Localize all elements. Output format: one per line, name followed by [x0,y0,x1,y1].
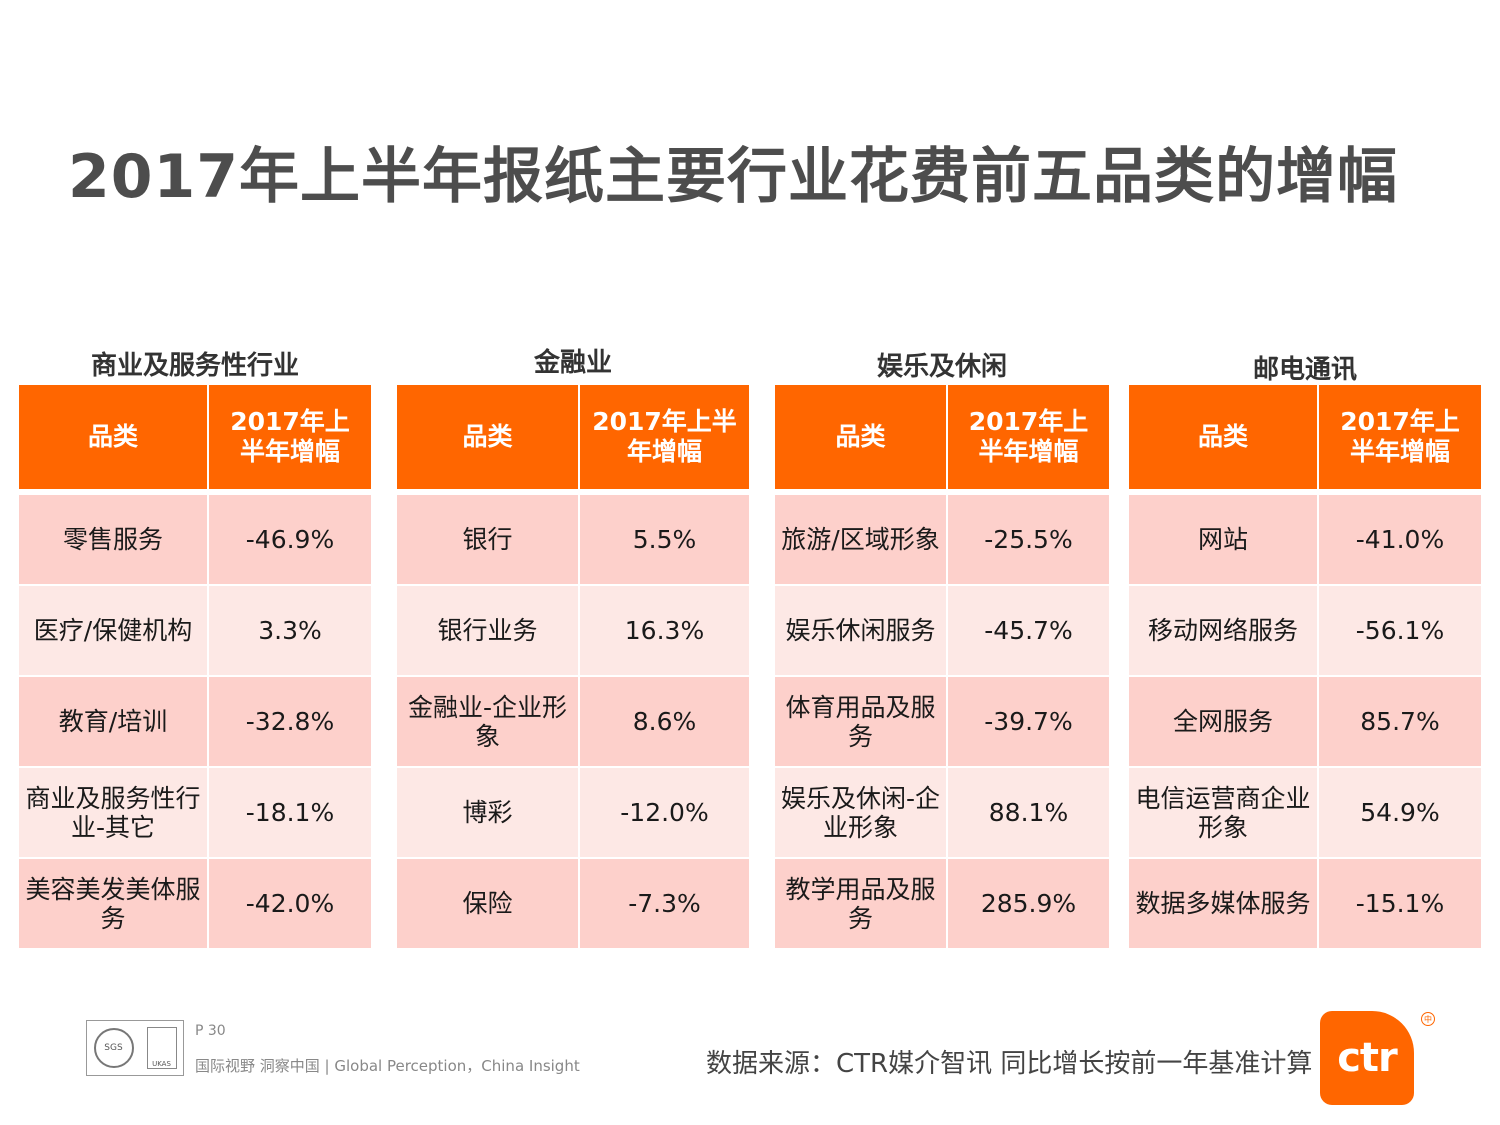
table-entertainment: 品类 2017年上 半年增幅 旅游/区域形象 -25.5% 娱乐休闲服务 -45.… [775,385,1109,950]
table-row: 美容美发美体服务 -42.0% [19,859,371,950]
table-finance: 品类 2017年上半 年增幅 银行 5.5% 银行业务 16.3% 金融业-企业形… [397,385,749,950]
growth-cell: 54.9% [1319,768,1481,859]
growth-cell: -15.1% [1319,859,1481,950]
section-heading-entertainment: 娱乐及休闲 [876,352,1007,382]
category-cell: 旅游/区域形象 [775,495,948,586]
table-row: 电信运营商企业形象 54.9% [1129,768,1481,859]
growth-cell: 16.3% [580,586,749,677]
table-row: 体育用品及服务 -39.7% [775,677,1109,768]
category-cell: 体育用品及服务 [775,677,948,768]
table-row: 教育/培训 -32.8% [19,677,371,768]
table-row: 教学用品及服务 285.9% [775,859,1109,950]
table-row: 医疗/保健机构 3.3% [19,586,371,677]
category-cell: 零售服务 [19,495,209,586]
table-row: 全网服务 85.7% [1129,677,1481,768]
growth-cell: -18.1% [209,768,371,859]
category-cell: 保险 [397,859,580,950]
growth-cell: 285.9% [948,859,1109,950]
growth-cell: 5.5% [580,495,749,586]
header-growth: 2017年上半年增幅 [209,385,371,495]
page-title: 2017年上半年报纸主要行业花费前五品类的增幅 [68,142,1398,212]
table-commerce: 品类 2017年上 半年增幅 零售服务 -46.9% 医疗/保健机构 3.3% 教… [19,385,371,950]
table-row: 保险 -7.3% [397,859,749,950]
table-row: 移动网络服务 -56.1% [1129,586,1481,677]
category-cell: 娱乐及休闲-企业形象 [775,768,948,859]
header-growth: 2017年上半年增幅 [1319,385,1481,495]
header-category: 品类 [1129,385,1319,495]
category-cell: 银行业务 [397,586,580,677]
category-cell: 电信运营商企业形象 [1129,768,1319,859]
category-cell: 教学用品及服务 [775,859,948,950]
category-cell: 娱乐休闲服务 [775,586,948,677]
growth-cell: -46.9% [209,495,371,586]
category-cell: 博彩 [397,768,580,859]
header-growth: 2017年上半年增幅 [948,385,1109,495]
category-cell: 医疗/保健机构 [19,586,209,677]
growth-cell: -56.1% [1319,586,1481,677]
header-category: 品类 [19,385,209,495]
category-cell: 全网服务 [1129,677,1319,768]
growth-cell: -7.3% [580,859,749,950]
table-row: 银行业务 16.3% [397,586,749,677]
growth-cell: -12.0% [580,768,749,859]
growth-cell: 8.6% [580,677,749,768]
table-row: 娱乐及休闲-企业形象 88.1% [775,768,1109,859]
growth-cell: 3.3% [209,586,371,677]
growth-cell: 88.1% [948,768,1109,859]
ctr-logo: ctr [1320,1011,1414,1105]
table-row: 娱乐休闲服务 -45.7% [775,586,1109,677]
growth-cell: -25.5% [948,495,1109,586]
category-cell: 数据多媒体服务 [1129,859,1319,950]
ctr-registered-mark-icon: 中 [1421,1012,1435,1026]
table-row: 网站 -41.0% [1129,495,1481,586]
category-cell: 美容美发美体服务 [19,859,209,950]
ukas-certification-icon: UKAS [146,1027,177,1069]
growth-cell: -42.0% [209,859,371,950]
data-source-note: 数据来源：CTR媒介智讯 同比增长按前一年基准计算 [706,1049,1313,1079]
table-row: 商业及服务性行业-其它 -18.1% [19,768,371,859]
category-cell: 金融业-企业形象 [397,677,580,768]
section-heading-commerce: 商业及服务性行业 [90,351,299,381]
footer-tagline: 国际视野 洞察中国 | Global Perception，China Insi… [195,1057,580,1075]
category-cell: 商业及服务性行业-其它 [19,768,209,859]
header-growth: 2017年上半年增幅 [580,385,749,495]
table-row: 银行 5.5% [397,495,749,586]
section-heading-finance: 金融业 [533,348,612,378]
table-row: 数据多媒体服务 -15.1% [1129,859,1481,950]
table-telecom: 品类 2017年上 半年增幅 网站 -41.0% 移动网络服务 -56.1% 全网… [1129,385,1481,950]
category-cell: 移动网络服务 [1129,586,1319,677]
table-row: 博彩 -12.0% [397,768,749,859]
growth-cell: 85.7% [1319,677,1481,768]
table-row: 旅游/区域形象 -25.5% [775,495,1109,586]
section-heading-telecom: 邮电通讯 [1252,355,1357,385]
category-cell: 银行 [397,495,580,586]
page-number: P 30 [195,1023,226,1039]
table-row: 金融业-企业形象 8.6% [397,677,749,768]
header-category: 品类 [775,385,948,495]
growth-cell: -45.7% [948,586,1109,677]
certification-logos: SGS UKAS [86,1020,184,1076]
growth-cell: -41.0% [1319,495,1481,586]
category-cell: 教育/培训 [19,677,209,768]
header-category: 品类 [397,385,580,495]
table-row: 零售服务 -46.9% [19,495,371,586]
sgs-certification-icon: SGS [93,1028,134,1068]
growth-cell: -32.8% [209,677,371,768]
category-cell: 网站 [1129,495,1319,586]
growth-cell: -39.7% [948,677,1109,768]
